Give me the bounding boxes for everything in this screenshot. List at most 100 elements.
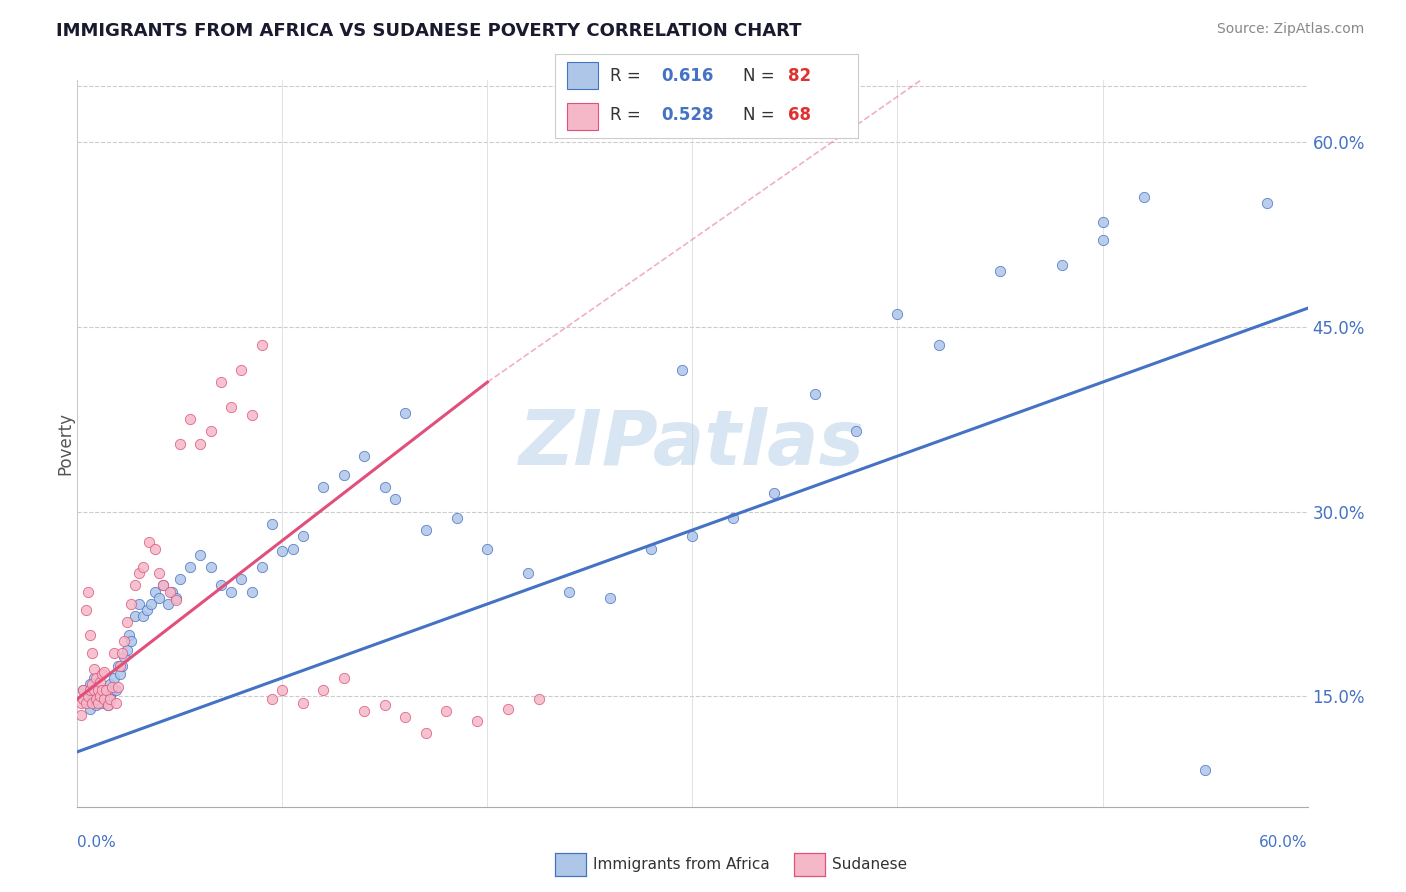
Point — [353, 449, 375, 463]
Text: 82: 82 — [789, 67, 811, 85]
Point — [111, 658, 134, 673]
Point — [76, 696, 98, 710]
Point — [1132, 190, 1154, 204]
Point — [209, 375, 232, 389]
Text: 60.0%: 60.0% — [1260, 836, 1308, 850]
Point — [110, 667, 132, 681]
Point — [80, 677, 103, 691]
Point — [148, 591, 170, 605]
Point — [179, 560, 201, 574]
Point — [165, 591, 187, 605]
Point — [75, 696, 97, 710]
Point — [231, 363, 253, 377]
Point — [271, 544, 294, 558]
Point — [886, 307, 908, 321]
Point — [90, 683, 114, 698]
Point — [84, 691, 107, 706]
Point — [70, 707, 93, 722]
Point — [103, 646, 125, 660]
Point — [80, 696, 103, 710]
Point — [394, 406, 416, 420]
Point — [262, 516, 284, 531]
Point — [114, 634, 136, 648]
Point — [1050, 258, 1073, 272]
Point — [159, 584, 181, 599]
Point — [804, 387, 827, 401]
Point — [101, 680, 124, 694]
Point — [97, 698, 120, 712]
Point — [80, 691, 103, 706]
Point — [97, 683, 120, 698]
Point — [120, 634, 142, 648]
Point — [83, 683, 105, 698]
Point — [98, 690, 121, 704]
Point — [156, 597, 179, 611]
Point — [446, 510, 468, 524]
Point — [160, 584, 183, 599]
Point — [72, 691, 94, 706]
Point — [105, 696, 128, 710]
Point — [1091, 234, 1114, 248]
Point — [250, 560, 273, 574]
Point — [599, 591, 621, 605]
Text: IMMIGRANTS FROM AFRICA VS SUDANESE POVERTY CORRELATION CHART: IMMIGRANTS FROM AFRICA VS SUDANESE POVER… — [56, 22, 801, 40]
Point — [240, 584, 263, 599]
Point — [333, 467, 356, 482]
Point — [93, 683, 115, 698]
Point — [169, 437, 191, 451]
Point — [640, 541, 662, 556]
Point — [165, 593, 187, 607]
Point — [90, 667, 114, 681]
Point — [132, 560, 155, 574]
Point — [87, 696, 110, 710]
Point — [527, 691, 550, 706]
Point — [75, 603, 97, 617]
Point — [219, 584, 242, 599]
Point — [415, 523, 437, 537]
Point — [188, 437, 212, 451]
Point — [281, 541, 304, 556]
Point — [148, 566, 170, 581]
Point — [80, 683, 103, 698]
Point — [291, 529, 314, 543]
Point — [124, 609, 146, 624]
Point — [79, 628, 101, 642]
Point — [682, 529, 704, 543]
Text: Immigrants from Africa: Immigrants from Africa — [593, 857, 770, 871]
Point — [93, 691, 115, 706]
Point — [1091, 215, 1114, 229]
Point — [240, 409, 263, 423]
Point — [333, 671, 356, 685]
Point — [291, 696, 314, 710]
Point — [79, 677, 101, 691]
Point — [87, 691, 110, 706]
Point — [128, 566, 150, 581]
Text: 0.616: 0.616 — [661, 67, 714, 85]
Point — [231, 572, 253, 586]
Point — [94, 683, 117, 698]
Point — [1194, 764, 1216, 778]
Point — [374, 480, 396, 494]
Point — [136, 603, 159, 617]
Point — [103, 671, 125, 685]
Point — [120, 597, 142, 611]
Point — [374, 698, 396, 712]
Point — [107, 658, 129, 673]
Point — [70, 696, 93, 710]
Point — [143, 584, 166, 599]
Point — [138, 535, 160, 549]
Point — [128, 597, 150, 611]
Point — [141, 597, 163, 611]
Point — [384, 492, 406, 507]
Point — [111, 646, 134, 660]
Point — [72, 683, 94, 698]
Point — [988, 264, 1011, 278]
Point — [93, 665, 115, 679]
Point — [200, 560, 222, 574]
Point — [558, 584, 581, 599]
Point — [90, 696, 114, 710]
Point — [101, 683, 124, 698]
Point — [115, 642, 138, 657]
Point — [312, 683, 335, 698]
Point — [477, 541, 499, 556]
